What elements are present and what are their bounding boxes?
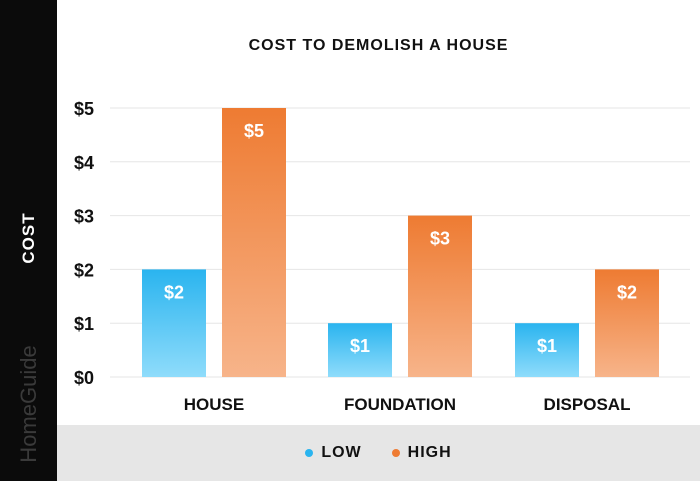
legend-bar: LOW HIGH xyxy=(57,425,700,481)
legend-label-low: LOW xyxy=(321,444,362,461)
chart-plot: $0 $1 $2 $3 $4 $5 $2 $5 $1 $3 $1 $2 HOUSE FOUNDATIO… xyxy=(74,99,690,414)
x-tick-label: FOUNDATION xyxy=(344,395,456,414)
bar-high-house xyxy=(222,108,286,377)
legend-swatch-high xyxy=(391,449,400,457)
bar-high-disposal xyxy=(595,269,659,377)
x-tick-label: DISPOSAL xyxy=(544,395,631,414)
y-tick-label: $4 xyxy=(74,153,94,173)
bar-value-label: $3 xyxy=(430,229,450,249)
bar-value-label: $2 xyxy=(617,282,637,302)
legend-item-high: HIGH xyxy=(391,444,452,462)
bar-low-foundation xyxy=(328,323,392,377)
bar-low-disposal xyxy=(515,323,579,377)
gridlines xyxy=(110,107,690,378)
y-tick-label: $1 xyxy=(74,314,94,334)
bars xyxy=(142,108,659,377)
x-tick-labels: HOUSE FOUNDATION DISPOSAL xyxy=(184,395,631,414)
y-tick-label: $0 xyxy=(74,368,94,388)
chart-title: COST TO DEMOLISH A HOUSE xyxy=(248,37,509,54)
y-tick-label: $5 xyxy=(74,99,94,119)
bar-value-label: $5 xyxy=(244,121,264,141)
legend-label-high: HIGH xyxy=(407,444,452,461)
bar-value-labels: $2 $5 $1 $3 $1 $2 xyxy=(164,121,637,356)
bar-low-house xyxy=(142,269,206,377)
legend-item-low: LOW xyxy=(305,444,361,462)
y-tick-label: $3 xyxy=(74,207,94,227)
y-tick-label: $2 xyxy=(74,260,94,280)
bar-value-label: $1 xyxy=(537,336,557,356)
bar-value-label: $2 xyxy=(164,282,184,302)
left-sidebar-strip: COST HomeGuide xyxy=(0,0,57,481)
bar-value-label: $1 xyxy=(350,336,370,356)
x-tick-label: HOUSE xyxy=(184,395,244,414)
legend: LOW HIGH xyxy=(57,425,700,481)
legend-swatch-low xyxy=(305,449,314,457)
bar-high-foundation xyxy=(408,215,472,377)
y-tick-labels: $0 $1 $2 $3 $4 $5 xyxy=(74,99,94,388)
